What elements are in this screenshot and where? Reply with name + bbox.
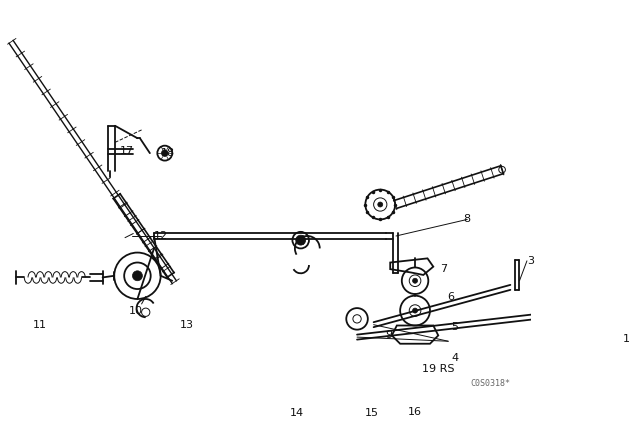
Circle shape <box>132 271 143 281</box>
Text: 18: 18 <box>161 148 175 158</box>
Text: 11: 11 <box>33 320 47 330</box>
Text: 3: 3 <box>527 256 534 266</box>
Text: 8: 8 <box>464 215 471 224</box>
Text: 10: 10 <box>129 306 143 315</box>
Circle shape <box>413 278 417 283</box>
Text: 14: 14 <box>291 408 305 418</box>
Text: 5: 5 <box>451 322 458 332</box>
Text: 15: 15 <box>365 408 379 418</box>
Text: 13: 13 <box>180 320 194 330</box>
Text: 9: 9 <box>385 331 392 340</box>
Circle shape <box>378 202 383 207</box>
Text: 4: 4 <box>451 353 458 363</box>
Circle shape <box>413 308 417 313</box>
Text: 7: 7 <box>440 264 447 274</box>
Circle shape <box>296 235 306 245</box>
Circle shape <box>161 150 168 156</box>
Text: 19 RS: 19 RS <box>422 364 454 374</box>
Text: 12: 12 <box>154 231 168 241</box>
Text: 6: 6 <box>447 293 454 302</box>
Text: 1: 1 <box>623 334 630 344</box>
Text: 16: 16 <box>408 407 422 417</box>
Circle shape <box>625 315 632 322</box>
Circle shape <box>612 309 616 312</box>
Text: C0S0318*: C0S0318* <box>470 379 510 388</box>
Text: 17: 17 <box>120 146 134 155</box>
